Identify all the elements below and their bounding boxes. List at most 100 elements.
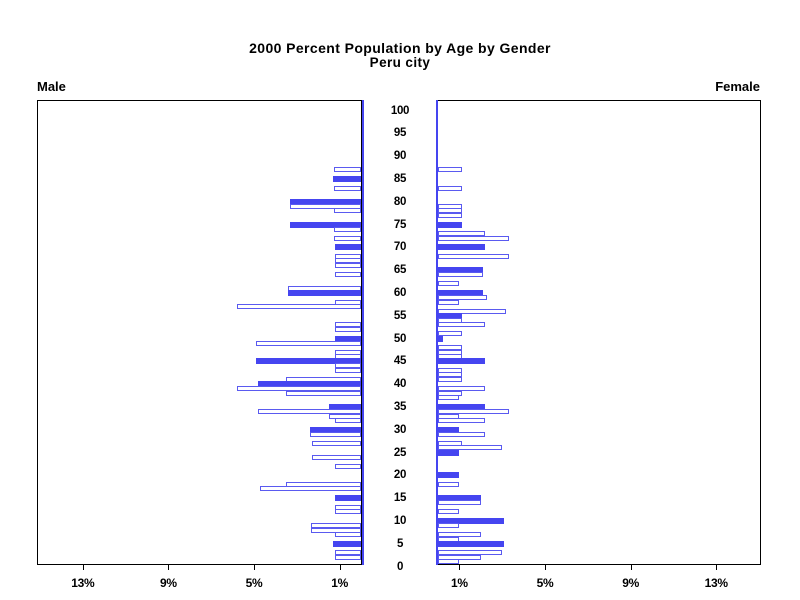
female-bar-age-62 (438, 281, 460, 287)
male-bar-age-5 (333, 540, 361, 547)
female-bar-age-26 (438, 445, 503, 451)
male-bar-age-38 (286, 390, 361, 396)
male-bar-age-68 (335, 253, 361, 259)
male-bar-age-45 (256, 358, 361, 365)
age-tick-label-70: 70 (393, 241, 407, 254)
male-bar-age-70 (335, 244, 361, 251)
female-bar-age-51 (438, 331, 462, 337)
female-bar-age-25 (438, 449, 460, 456)
male-bar-age-33 (328, 413, 361, 419)
female-bar-age-10 (438, 517, 505, 524)
male-pct-tick-1 (339, 565, 341, 570)
male-bar-age-13 (335, 504, 361, 510)
female-pct-tick-9 (630, 565, 632, 570)
female-bar-age-70 (438, 244, 486, 251)
male-bar-age-87 (334, 167, 361, 173)
female-pct-tick-13 (716, 565, 718, 570)
male-bar-age-83 (334, 185, 361, 191)
female-pct-tick-label-5: 5% (536, 576, 554, 590)
female-bar-age-73 (438, 231, 486, 237)
age-tick-label-90: 90 (393, 150, 407, 163)
male-bar-age-85 (333, 175, 361, 182)
chart-subtitle: Peru city (369, 55, 431, 70)
female-bar-age-79 (438, 203, 462, 209)
female-bar-age-56 (438, 308, 507, 314)
female-bar-age-83 (438, 185, 462, 191)
male-bar-age-79 (290, 203, 361, 209)
age-tick-label-20: 20 (393, 469, 407, 482)
age-tick-label-80: 80 (393, 195, 407, 208)
male-bar-age-66 (335, 263, 361, 269)
female-bar-age-53 (438, 322, 486, 328)
male-bar-age-60 (288, 289, 361, 296)
male-bar-age-15 (335, 495, 361, 502)
female-bar-age-38 (438, 390, 462, 396)
male-bar-age-22 (335, 463, 361, 469)
female-bar-age-68 (438, 253, 509, 259)
age-tick-label-5: 5 (396, 537, 404, 550)
male-age-axis-line (361, 100, 364, 565)
age-tick-label-45: 45 (393, 355, 407, 368)
male-bar-age-43 (335, 367, 361, 373)
male-pct-tick-label-9: 9% (160, 576, 177, 590)
age-tick-label-85: 85 (393, 172, 407, 185)
male-plot-area (37, 100, 362, 565)
male-bar-age-17 (260, 486, 361, 492)
female-panel-label: Female (715, 79, 760, 94)
female-pct-tick-label-9: 9% (622, 576, 639, 590)
female-bar-age-42 (438, 372, 462, 378)
male-bar-age-78 (334, 208, 361, 214)
female-bar-age-54 (438, 317, 462, 323)
male-bar-age-8 (310, 527, 361, 533)
female-bar-age-9 (438, 522, 460, 528)
male-pct-tick-13 (82, 565, 84, 570)
female-bar-age-5 (438, 540, 505, 547)
age-tick-label-60: 60 (393, 286, 407, 299)
male-pct-tick-label-5: 5% (245, 576, 263, 590)
male-bar-age-64 (335, 272, 361, 278)
male-bar-age-67 (335, 258, 361, 264)
female-pct-tick-5 (545, 565, 546, 570)
age-tick-label-40: 40 (393, 378, 407, 391)
male-pct-tick-5 (254, 565, 255, 570)
female-bar-age-1 (438, 559, 460, 565)
male-bar-age-32 (335, 418, 361, 424)
male-bar-age-3 (335, 550, 361, 556)
male-bar-age-34 (258, 408, 361, 414)
male-pct-tick-9 (168, 565, 170, 570)
female-bar-age-18 (438, 481, 460, 487)
age-tick-label-0: 0 (396, 560, 404, 573)
female-bar-age-72 (438, 235, 509, 241)
age-tick-label-10: 10 (393, 514, 407, 527)
male-bar-age-49 (256, 340, 361, 346)
age-tick-label-65: 65 (393, 264, 407, 277)
female-bar-age-12 (438, 509, 460, 515)
male-bar-age-52 (335, 326, 361, 332)
male-bar-age-9 (310, 522, 361, 528)
female-bar-age-87 (438, 167, 462, 173)
male-bar-age-75 (290, 221, 361, 228)
female-bar-age-45 (438, 358, 486, 365)
male-pct-tick-label-13: 13% (71, 576, 95, 590)
age-tick-label-55: 55 (393, 309, 407, 322)
female-bar-age-34 (438, 408, 509, 414)
female-age-axis-line (435, 100, 438, 565)
female-bar-age-77 (438, 212, 462, 218)
female-bar-age-14 (438, 500, 481, 506)
female-bar-age-50 (438, 335, 444, 342)
age-tick-label-100: 100 (390, 104, 410, 117)
female-bar-age-2 (438, 554, 481, 560)
male-bar-age-12 (335, 509, 361, 515)
female-bar-age-3 (438, 550, 503, 556)
male-bar-age-7 (335, 532, 361, 538)
female-bar-age-7 (438, 532, 481, 538)
age-tick-label-75: 75 (393, 218, 407, 231)
female-bar-age-78 (438, 208, 462, 214)
female-bar-age-43 (438, 367, 462, 373)
male-bar-age-27 (311, 440, 361, 446)
male-bar-age-72 (334, 235, 361, 241)
female-bar-age-48 (438, 345, 462, 351)
female-bar-age-47 (438, 349, 462, 355)
female-bar-age-39 (438, 386, 486, 392)
